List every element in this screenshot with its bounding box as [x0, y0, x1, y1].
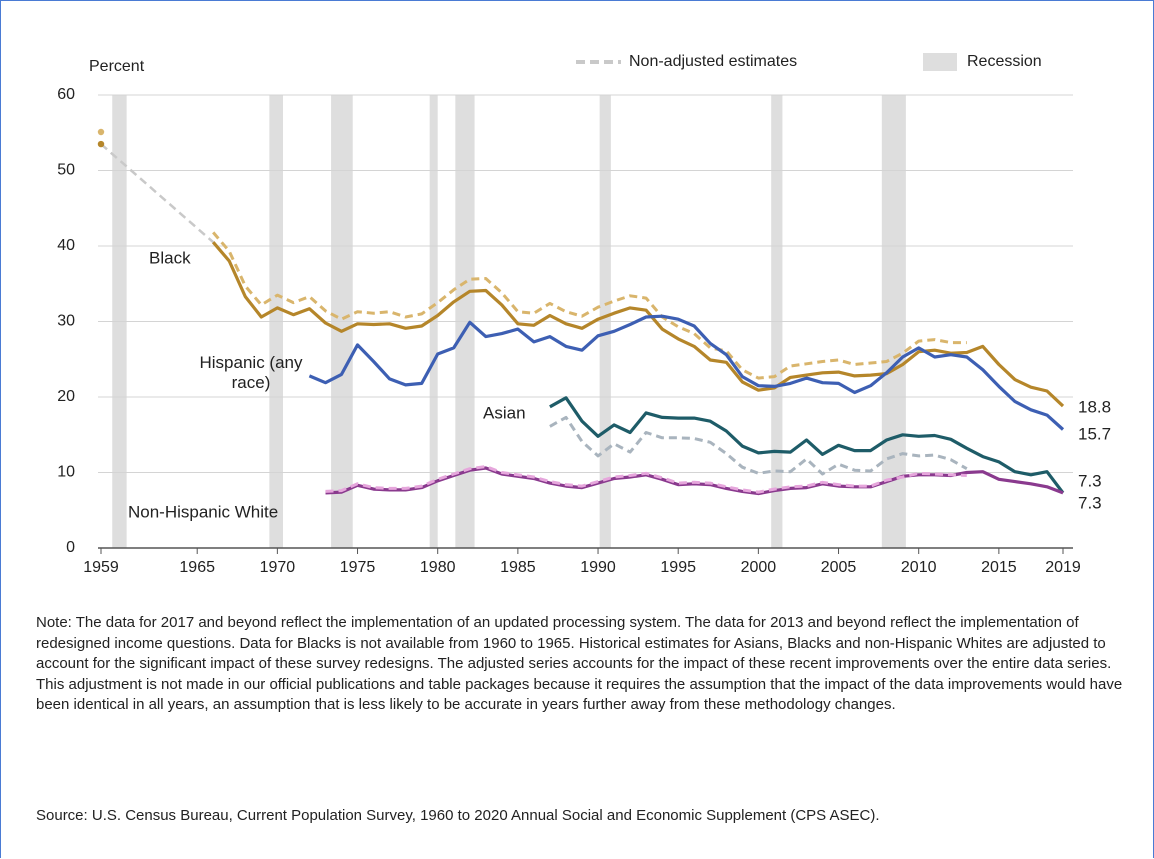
- x-tick-label: 1959: [83, 559, 119, 576]
- x-tick-label: 2019: [1045, 559, 1081, 576]
- end-value-label: 7.3: [1078, 471, 1102, 490]
- series-label: Hispanic (any race): [199, 353, 303, 392]
- y-tick-label: 40: [57, 237, 75, 254]
- note: Note: The data for 2017 and beyond refle…: [36, 614, 1123, 713]
- y-tick-label: 0: [66, 539, 75, 556]
- legend-label: Recession: [967, 53, 1042, 70]
- data-point: [97, 140, 105, 148]
- series-label: Black: [149, 248, 191, 267]
- x-tick-label: 2010: [901, 559, 937, 576]
- x-tick-label: 1975: [340, 559, 376, 576]
- x-tick-label: 1990: [580, 559, 616, 576]
- series-label: Asian: [483, 403, 526, 422]
- series-line: [549, 396, 1065, 494]
- y-tick-label: 10: [57, 464, 75, 481]
- end-value-label: 18.8: [1078, 397, 1111, 416]
- source: Source: U.S. Census Bureau, Current Popu…: [36, 807, 880, 824]
- end-value-label: 7.3: [1078, 493, 1102, 512]
- x-tick-label: 2015: [981, 559, 1017, 576]
- x-tick-label: 1970: [260, 559, 296, 576]
- series-line: [211, 241, 1065, 408]
- y-tick-label: 20: [57, 388, 75, 405]
- y-tick-label: 30: [57, 313, 75, 330]
- gap-connector: [100, 143, 215, 244]
- non-adjusted-line: [325, 465, 967, 494]
- legend-swatch: [923, 53, 957, 71]
- data-point: [97, 128, 105, 136]
- y-axis-label: Percent: [89, 58, 145, 75]
- legend-label: Non-adjusted estimates: [629, 53, 797, 70]
- y-tick-label: 60: [57, 86, 75, 103]
- non-adjusted-line: [212, 231, 967, 380]
- x-tick-label: 1985: [500, 559, 536, 576]
- y-tick-label: 50: [57, 162, 75, 179]
- x-tick-label: 2000: [741, 559, 777, 576]
- non-adjusted-line: [549, 415, 968, 476]
- x-tick-label: 2005: [821, 559, 857, 576]
- x-tick-label: 1995: [660, 559, 696, 576]
- chart: Percent 0 10 20 30 40 50 60 1959 1965 1970 1975 198…: [57, 53, 1111, 576]
- x-tick-label: 1965: [179, 559, 215, 576]
- end-value-label: 15.7: [1078, 424, 1111, 443]
- series-label: Non-Hispanic White: [128, 502, 278, 521]
- series-line: [308, 314, 1065, 431]
- x-tick-label: 1980: [420, 559, 456, 576]
